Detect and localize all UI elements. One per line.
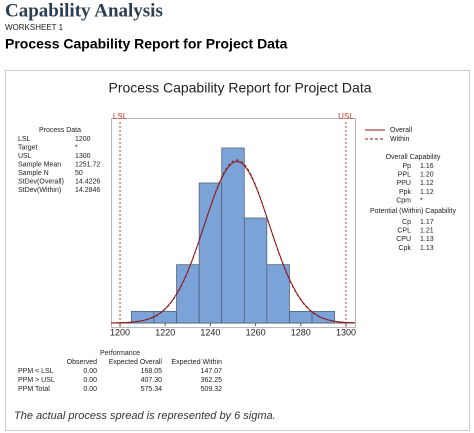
legend-label: Overall [390, 127, 413, 134]
performance-column: Expected Overall [109, 359, 163, 366]
process-data-label: LSL [18, 136, 31, 143]
bar [130, 310, 155, 324]
bar [153, 310, 177, 324]
bar [289, 310, 313, 324]
capability-value: 1.12 [420, 180, 434, 187]
capability-value: 1.13 [420, 245, 434, 252]
process-data-value: 14.2846 [75, 187, 100, 194]
capability-label: Cpk [399, 245, 412, 252]
performance-column: Observed [67, 359, 97, 366]
bar [243, 217, 268, 324]
performance-column: Expected Within [171, 359, 222, 366]
process-data-label: StDev(Overall) [18, 178, 64, 185]
x-tick-label: 1200 [110, 327, 130, 337]
process-data-label: Target [18, 144, 38, 151]
capability-value: 1.12 [420, 189, 434, 196]
process-data-title: Process Data [39, 127, 81, 134]
bar [221, 147, 245, 324]
performance-row-label: PPM Total [18, 386, 50, 393]
capability-label: Cp [402, 219, 411, 226]
performance-value: 575.34 [141, 386, 163, 393]
capability-label: CPU [396, 236, 411, 243]
report-heading: Process Capability Report for Project Da… [5, 36, 288, 52]
capability-value: 1.21 [420, 228, 434, 235]
capability-label: Ppk [399, 189, 412, 196]
bar [176, 264, 200, 324]
performance-value: 168.05 [141, 368, 163, 375]
x-tick-label: 1220 [155, 327, 175, 337]
performance-value: 509.32 [201, 386, 223, 393]
process-data-value: 14.4226 [75, 178, 100, 185]
capability-label: PPU [397, 180, 411, 187]
capability-value: 1.17 [420, 219, 434, 226]
process-data-label: Sample Mean [18, 161, 61, 168]
capability-value: 1.13 [420, 236, 434, 243]
x-tick-label: 1260 [246, 327, 266, 337]
performance-value: 362.25 [201, 377, 223, 384]
capability-label: CPL [397, 228, 411, 235]
performance-value: 0.00 [83, 386, 97, 393]
spec-limit-label: USL [338, 112, 354, 121]
worksheet-label: WORKSHEET 1 [5, 23, 64, 32]
capability-value: 1.20 [420, 172, 434, 179]
spec-limit-label: LSL [113, 112, 128, 121]
process-data-value: 1200 [75, 136, 91, 143]
capability-label: Cpm [396, 198, 411, 205]
performance-value: 147.07 [201, 368, 223, 375]
legend-label: Within [390, 136, 410, 143]
capability-value: 1.16 [420, 163, 434, 170]
process-data-label: StDev(Within) [18, 187, 61, 194]
performance-row-label: PPM > USL [18, 377, 55, 384]
x-tick-label: 1300 [336, 327, 356, 337]
capability-value: * [420, 198, 423, 205]
process-data-label: USL [18, 153, 32, 160]
bar [198, 182, 223, 324]
plot-frame [111, 118, 356, 328]
process-data-label: Sample N [18, 170, 49, 177]
performance-value: 0.00 [83, 377, 97, 384]
normal-curve [110, 159, 356, 324]
app-title: Capability Analysis [5, 0, 163, 21]
performance-title: Performance [100, 350, 140, 357]
performance-value: 407.30 [141, 377, 163, 384]
within-capability-title: Potential (Within) Capability [370, 208, 456, 215]
performance-row-label: PPM < LSL [18, 368, 54, 375]
process-data-value: 50 [75, 170, 83, 177]
bar [266, 264, 290, 324]
x-tick-label: 1280 [291, 327, 311, 337]
capability-label: PPL [398, 172, 411, 179]
performance-value: 0.00 [83, 368, 97, 375]
overall-capability-title: Overall Capability [386, 154, 441, 161]
bar [311, 310, 336, 324]
process-data-value: 1251.72 [75, 161, 100, 168]
x-tick-label: 1240 [200, 327, 220, 337]
footnote: The actual process spread is represented… [14, 410, 276, 422]
process-data-value: * [75, 144, 78, 151]
process-data-value: 1300 [75, 153, 91, 160]
chart-title: Process Capability Report for Project Da… [109, 80, 372, 96]
capability-label: Pp [402, 163, 411, 170]
